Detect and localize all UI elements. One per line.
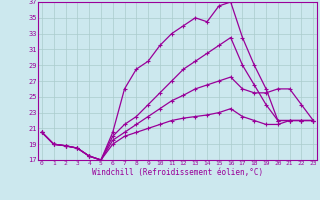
X-axis label: Windchill (Refroidissement éolien,°C): Windchill (Refroidissement éolien,°C) — [92, 168, 263, 177]
